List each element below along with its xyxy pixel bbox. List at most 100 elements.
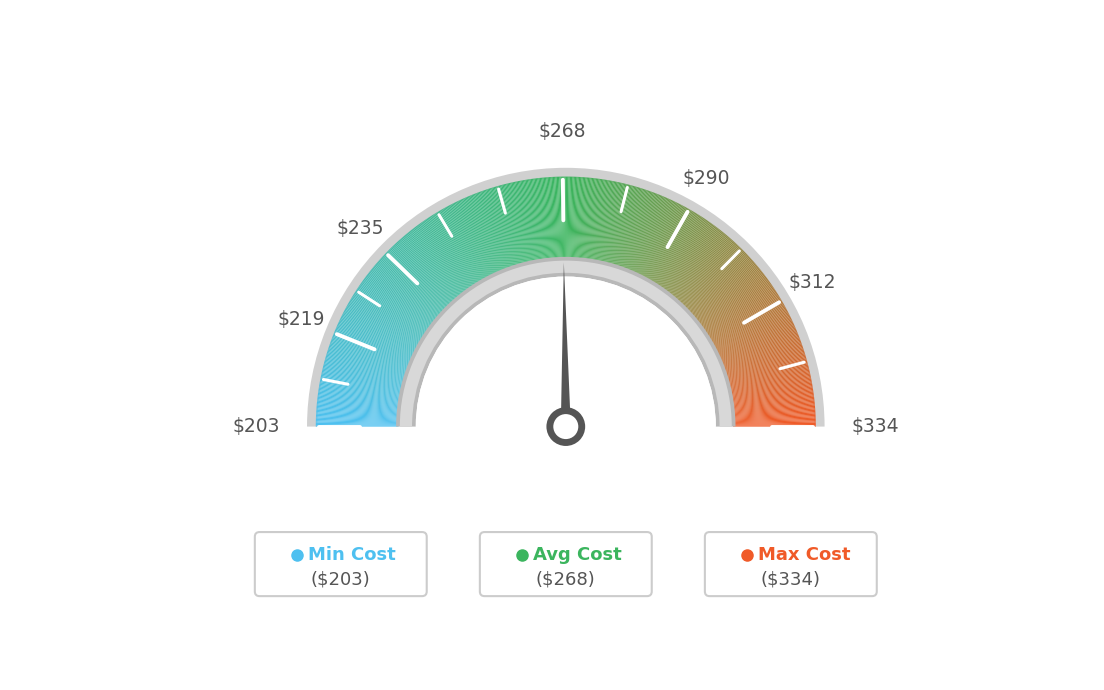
Wedge shape <box>390 248 449 308</box>
Wedge shape <box>723 342 802 371</box>
Wedge shape <box>354 291 425 337</box>
Wedge shape <box>511 182 530 264</box>
Wedge shape <box>729 372 810 391</box>
Wedge shape <box>732 407 815 414</box>
Wedge shape <box>574 177 581 259</box>
Wedge shape <box>648 209 690 282</box>
Wedge shape <box>521 180 537 262</box>
Wedge shape <box>393 245 450 306</box>
Wedge shape <box>425 219 473 288</box>
Wedge shape <box>395 243 453 304</box>
Wedge shape <box>699 275 766 326</box>
Text: Avg Cost: Avg Cost <box>533 546 622 564</box>
Wedge shape <box>325 361 404 384</box>
Wedge shape <box>718 322 794 358</box>
Wedge shape <box>624 192 652 270</box>
Wedge shape <box>416 226 466 293</box>
Wedge shape <box>659 219 707 288</box>
Wedge shape <box>482 190 511 269</box>
Wedge shape <box>682 247 741 307</box>
Wedge shape <box>434 213 478 284</box>
Wedge shape <box>499 186 522 266</box>
Wedge shape <box>668 229 720 295</box>
Wedge shape <box>316 420 399 423</box>
Wedge shape <box>697 271 763 324</box>
Wedge shape <box>679 243 736 304</box>
Wedge shape <box>673 235 728 299</box>
Wedge shape <box>321 372 403 391</box>
Wedge shape <box>551 177 558 259</box>
Wedge shape <box>728 361 807 384</box>
Wedge shape <box>651 211 694 283</box>
Wedge shape <box>710 299 782 342</box>
Wedge shape <box>638 201 675 276</box>
Wedge shape <box>352 295 424 339</box>
FancyBboxPatch shape <box>704 532 877 596</box>
Wedge shape <box>701 279 768 328</box>
Wedge shape <box>581 177 590 260</box>
Wedge shape <box>343 312 417 351</box>
Wedge shape <box>508 183 528 264</box>
Wedge shape <box>480 191 509 270</box>
Wedge shape <box>470 195 502 272</box>
Wedge shape <box>439 210 482 282</box>
Wedge shape <box>570 177 572 259</box>
Wedge shape <box>415 226 466 293</box>
Wedge shape <box>493 187 518 266</box>
Wedge shape <box>586 179 597 261</box>
Wedge shape <box>321 373 403 392</box>
Wedge shape <box>563 177 565 259</box>
Wedge shape <box>385 253 446 311</box>
Wedge shape <box>379 260 440 316</box>
Wedge shape <box>546 177 553 260</box>
Wedge shape <box>518 181 534 262</box>
Wedge shape <box>650 210 693 283</box>
Wedge shape <box>714 313 789 351</box>
Wedge shape <box>435 213 479 284</box>
Wedge shape <box>418 224 468 291</box>
Wedge shape <box>587 179 599 261</box>
Wedge shape <box>634 198 669 274</box>
Wedge shape <box>384 253 445 311</box>
Wedge shape <box>588 179 601 261</box>
Wedge shape <box>732 398 815 408</box>
Wedge shape <box>729 371 810 390</box>
Wedge shape <box>506 184 527 264</box>
Wedge shape <box>469 195 502 273</box>
Wedge shape <box>656 215 701 286</box>
Wedge shape <box>713 307 786 348</box>
Wedge shape <box>325 359 405 382</box>
Wedge shape <box>731 390 814 403</box>
Text: $334: $334 <box>851 417 899 436</box>
Wedge shape <box>529 179 542 262</box>
Wedge shape <box>316 410 399 416</box>
Wedge shape <box>722 337 799 368</box>
Wedge shape <box>718 322 793 357</box>
Wedge shape <box>721 332 798 364</box>
Wedge shape <box>641 204 679 277</box>
Wedge shape <box>640 203 678 277</box>
Wedge shape <box>636 200 672 275</box>
Wedge shape <box>545 177 553 260</box>
Wedge shape <box>357 288 426 335</box>
Wedge shape <box>681 246 740 306</box>
Wedge shape <box>707 293 777 337</box>
Wedge shape <box>502 184 524 265</box>
Wedge shape <box>453 204 490 277</box>
Wedge shape <box>372 267 437 321</box>
Wedge shape <box>624 193 655 270</box>
Wedge shape <box>687 255 749 312</box>
Wedge shape <box>416 277 715 426</box>
Wedge shape <box>731 384 813 399</box>
Text: $290: $290 <box>682 169 730 188</box>
Wedge shape <box>394 244 452 305</box>
Wedge shape <box>623 191 651 270</box>
Wedge shape <box>438 210 481 283</box>
Wedge shape <box>711 303 784 344</box>
Wedge shape <box>733 410 816 416</box>
Wedge shape <box>375 264 438 319</box>
Wedge shape <box>733 417 816 422</box>
Wedge shape <box>346 306 420 347</box>
Wedge shape <box>693 265 757 319</box>
Wedge shape <box>612 186 636 266</box>
